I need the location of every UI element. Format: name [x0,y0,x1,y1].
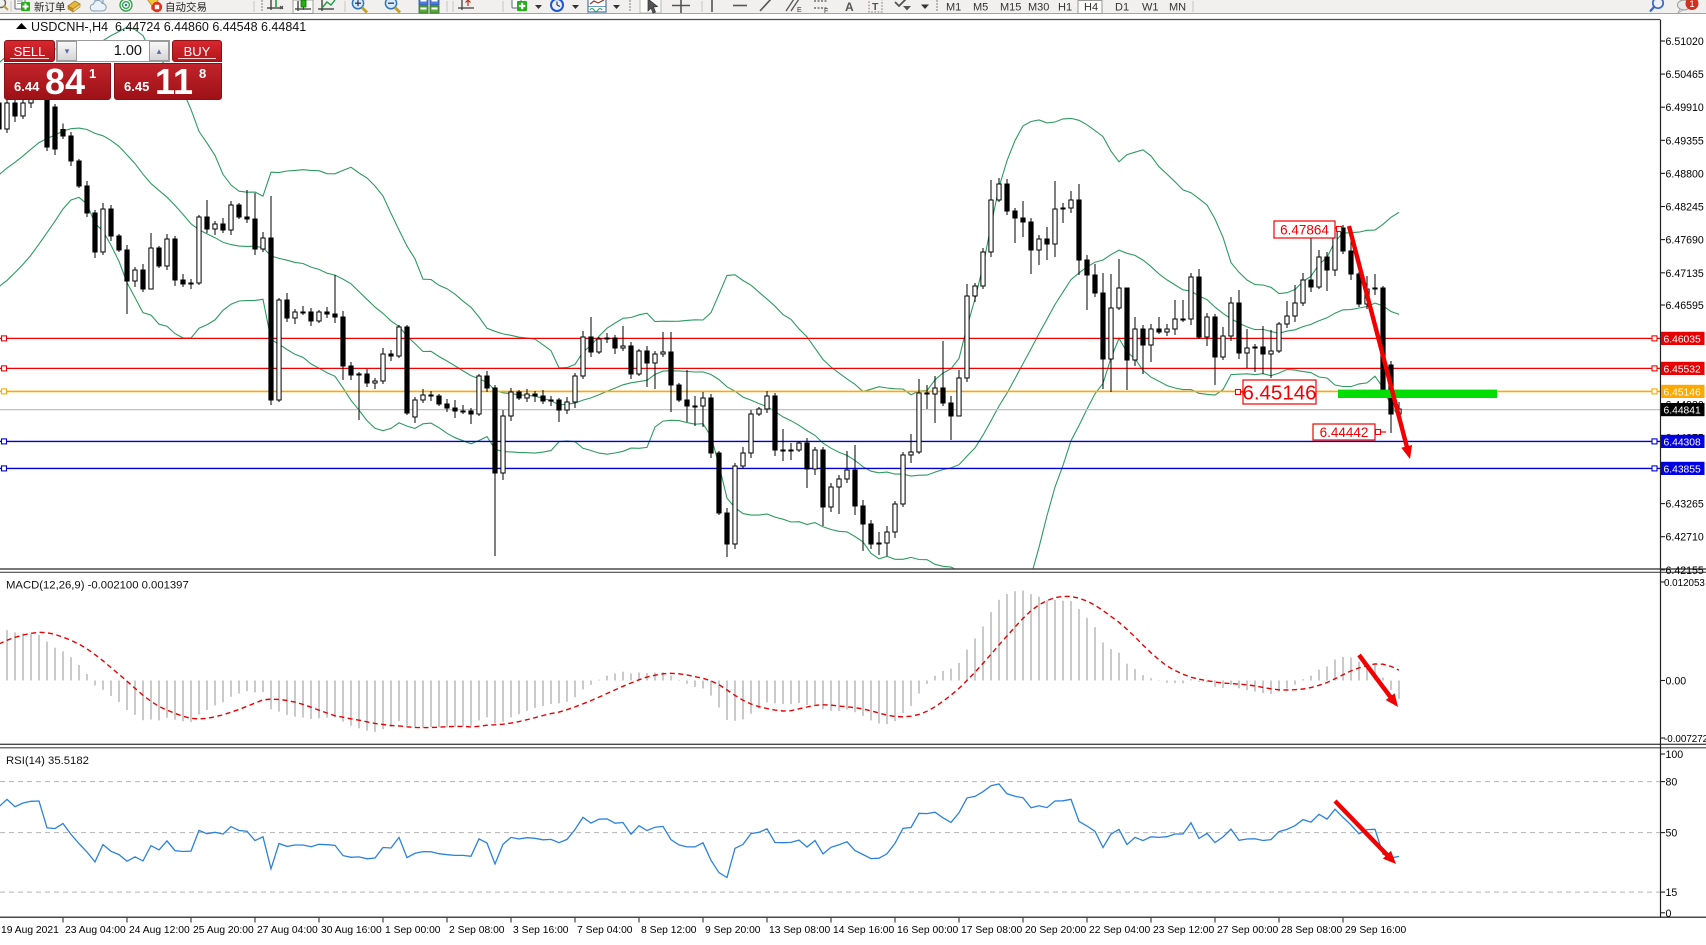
svg-text:30 Aug 16:00: 30 Aug 16:00 [321,925,382,936]
svg-text:20 Sep 20:00: 20 Sep 20:00 [1025,925,1087,936]
svg-text:17 Sep 08:00: 17 Sep 08:00 [961,925,1023,936]
svg-text:29 Sep 16:00: 29 Sep 16:00 [1345,925,1407,936]
svg-text:27 Sep 00:00: 27 Sep 00:00 [1217,925,1279,936]
svg-text:6.43855: 6.43855 [1664,464,1701,475]
svg-text:M15: M15 [1000,2,1021,14]
svg-text:6.48245: 6.48245 [1666,202,1704,214]
svg-text:8 Sep 12:00: 8 Sep 12:00 [641,925,697,936]
svg-text:28 Sep 08:00: 28 Sep 08:00 [1281,925,1343,936]
svg-text:-0.007272: -0.007272 [1664,734,1706,745]
svg-text:6.49355: 6.49355 [1666,135,1704,147]
svg-text:新订单: 新订单 [34,1,66,14]
svg-text:RSI(14) 35.5182: RSI(14) 35.5182 [6,755,89,767]
svg-text:6.42710: 6.42710 [1666,532,1704,544]
svg-text:W1: W1 [1142,2,1159,14]
svg-text:6.46595: 6.46595 [1666,300,1704,312]
svg-text:E: E [797,7,802,14]
svg-text:19 Aug 2021: 19 Aug 2021 [1,925,59,936]
svg-text:6.42155: 6.42155 [1666,565,1704,577]
svg-text:3 Sep 16:00: 3 Sep 16:00 [513,925,569,936]
svg-text:USDCNH-,H4 6.44724 6.44860 6.: USDCNH-,H4 6.44724 6.44860 6.44548 6.448… [31,20,306,34]
svg-text:27 Aug 04:00: 27 Aug 04:00 [257,925,318,936]
svg-text:50: 50 [1666,828,1678,840]
svg-text:23 Aug 04:00: 23 Aug 04:00 [65,925,126,936]
svg-text:6.44442: 6.44442 [1320,425,1369,440]
svg-text:MN: MN [1169,2,1186,14]
svg-text:6.44841: 6.44841 [1664,406,1701,417]
svg-text:M1: M1 [946,2,961,14]
svg-text:25 Aug 20:00: 25 Aug 20:00 [193,925,254,936]
svg-text:6.43265: 6.43265 [1666,499,1704,511]
svg-text:自动交易: 自动交易 [165,1,207,14]
svg-text:7 Sep 04:00: 7 Sep 04:00 [577,925,633,936]
svg-text:M5: M5 [973,2,988,14]
svg-text:15: 15 [1666,887,1678,899]
svg-text:H4: H4 [1084,2,1098,14]
svg-text:14 Sep 16:00: 14 Sep 16:00 [833,925,895,936]
svg-text:H1: H1 [1058,2,1072,14]
svg-text:6.46035: 6.46035 [1664,334,1701,345]
svg-text:T: T [872,1,879,13]
svg-text:9 Sep 20:00: 9 Sep 20:00 [705,925,761,936]
svg-text:23 Sep 12:00: 23 Sep 12:00 [1153,925,1215,936]
svg-text:6.44308: 6.44308 [1664,437,1701,448]
svg-text:M30: M30 [1028,2,1049,14]
svg-text:6.45532: 6.45532 [1664,364,1701,375]
svg-text:6.47864: 6.47864 [1280,222,1329,237]
svg-text:6.48800: 6.48800 [1666,168,1704,180]
svg-text:1 Sep 00:00: 1 Sep 00:00 [385,925,441,936]
svg-text:MACD(12,26,9) -0.002100 0.0013: MACD(12,26,9) -0.002100 0.001397 [6,580,189,592]
svg-text:6.47135: 6.47135 [1666,268,1704,280]
svg-text:22 Sep 04:00: 22 Sep 04:00 [1089,925,1151,936]
svg-text:0.012053: 0.012053 [1664,578,1705,589]
svg-text:1: 1 [1689,0,1694,10]
svg-text:6.51020: 6.51020 [1666,36,1704,48]
svg-text:0.00: 0.00 [1666,676,1687,688]
svg-text:24 Aug 12:00: 24 Aug 12:00 [129,925,190,936]
svg-text:6.47690: 6.47690 [1666,235,1704,247]
svg-text:6.50465: 6.50465 [1666,69,1704,81]
svg-text:16 Sep 00:00: 16 Sep 00:00 [897,925,959,936]
svg-text:6.45146: 6.45146 [1242,381,1316,404]
svg-text:A: A [845,0,854,14]
svg-text:6.45146: 6.45146 [1664,387,1701,398]
svg-text:13 Sep 08:00: 13 Sep 08:00 [769,925,831,936]
svg-text:6.49910: 6.49910 [1666,102,1704,114]
svg-text:0: 0 [1666,908,1672,920]
svg-text:D1: D1 [1115,2,1129,14]
svg-text:100: 100 [1666,749,1684,761]
svg-text:2 Sep 08:00: 2 Sep 08:00 [449,925,505,936]
svg-text:80: 80 [1666,777,1678,789]
svg-text:F: F [824,8,828,14]
